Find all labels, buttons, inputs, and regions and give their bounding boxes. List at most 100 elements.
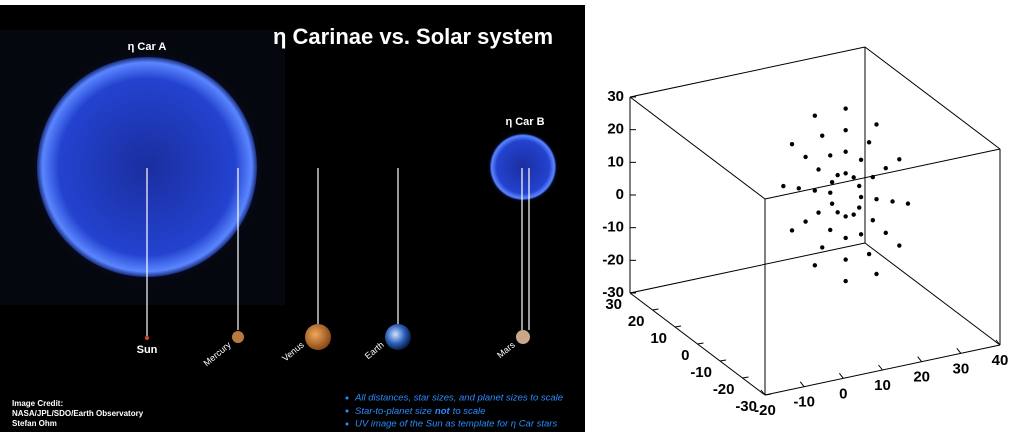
mars [516,330,530,344]
point [857,205,862,210]
point [890,199,895,204]
x-tick-label: 40 [992,352,1009,369]
point [820,133,825,138]
point [843,127,848,133]
y-tick [629,291,637,294]
illustration-title: η Carinae vs. Solar system [273,24,553,49]
point [858,157,864,162]
point [843,214,848,219]
point [905,201,911,206]
y-tick [742,376,749,379]
y-tick [652,308,659,311]
x-tick [878,364,883,371]
y-tick [719,359,727,362]
point [851,175,856,180]
x-tick-label: 0 [839,385,847,402]
point [843,106,848,111]
y-tick-label: -30 [735,398,757,415]
box-edge [629,242,866,294]
point [816,167,821,172]
x-tick-label: -20 [754,402,776,419]
note: UV image of the Sun as template for η Ca… [355,419,557,430]
x-tick [838,373,844,379]
point [812,263,818,268]
point [858,194,864,200]
point [866,251,872,257]
point [883,230,888,236]
box-edge [629,46,866,98]
credit-line: Image Credit: [12,399,63,408]
y-tick-label: 30 [605,296,622,313]
note-emphasis: not [435,406,451,417]
x-tick-label: 10 [874,377,891,394]
y-tick [764,393,772,396]
star-b-label: η Car B [505,116,544,128]
bullet [345,396,349,400]
y-tick-label: -10 [690,364,712,381]
z-tick-label: -20 [602,251,624,268]
point [857,183,862,189]
star-a [37,57,257,277]
earth [385,324,411,350]
point [816,210,821,215]
x-tick [917,356,923,362]
z-tick-label: 10 [607,153,624,170]
point [851,212,856,217]
x-tick [995,339,1001,346]
note: Star-to-planet size not to scale [355,406,485,417]
point [874,122,879,127]
mercury [232,331,244,343]
z-tick-label: 20 [607,121,624,138]
box-edge [864,242,1001,346]
point [803,154,808,160]
y-tick-label: 10 [650,330,667,347]
point [829,201,835,206]
point [789,142,795,147]
box-edge [864,46,1001,150]
y-tick [674,325,682,328]
x-tick [956,348,962,354]
point [843,278,848,284]
notes: All distances, star sizes, and planet si… [345,393,563,430]
star-b [490,134,556,200]
point [812,113,818,118]
y-tick-label: 20 [628,313,645,330]
y-tick-label: -20 [713,381,735,398]
bullet [345,409,349,413]
credit-line: Stefan Ohm [12,419,57,428]
point [789,228,795,233]
z-tick-label: -30 [602,284,624,301]
point [796,186,801,191]
point [828,227,833,233]
note: All distances, star sizes, and planet si… [354,393,563,404]
point [835,172,840,178]
body-label: Sun [137,344,158,356]
point [843,257,848,262]
point [812,188,818,193]
bullet [345,422,349,426]
z-tick-label: -10 [602,219,624,236]
point [781,183,786,189]
z-tick-label: 0 [616,186,624,203]
x-tick-label: 20 [913,369,930,386]
distance-lines [146,168,530,336]
note-part: to scale [453,406,486,417]
point [820,245,825,250]
point [843,149,848,154]
y-tick-label: 0 [681,347,689,364]
box-edge [764,148,1001,200]
box-edge [629,96,766,200]
point [829,179,835,185]
y-tick [697,342,704,345]
point [874,197,879,202]
point [870,218,875,223]
venus [305,324,331,350]
x-tick [760,389,766,396]
point [828,153,833,158]
point [835,210,840,215]
point [828,190,833,195]
star-a-label: η Car A [128,41,167,53]
point [897,157,902,162]
note-part: Star-to-planet size [355,406,432,417]
